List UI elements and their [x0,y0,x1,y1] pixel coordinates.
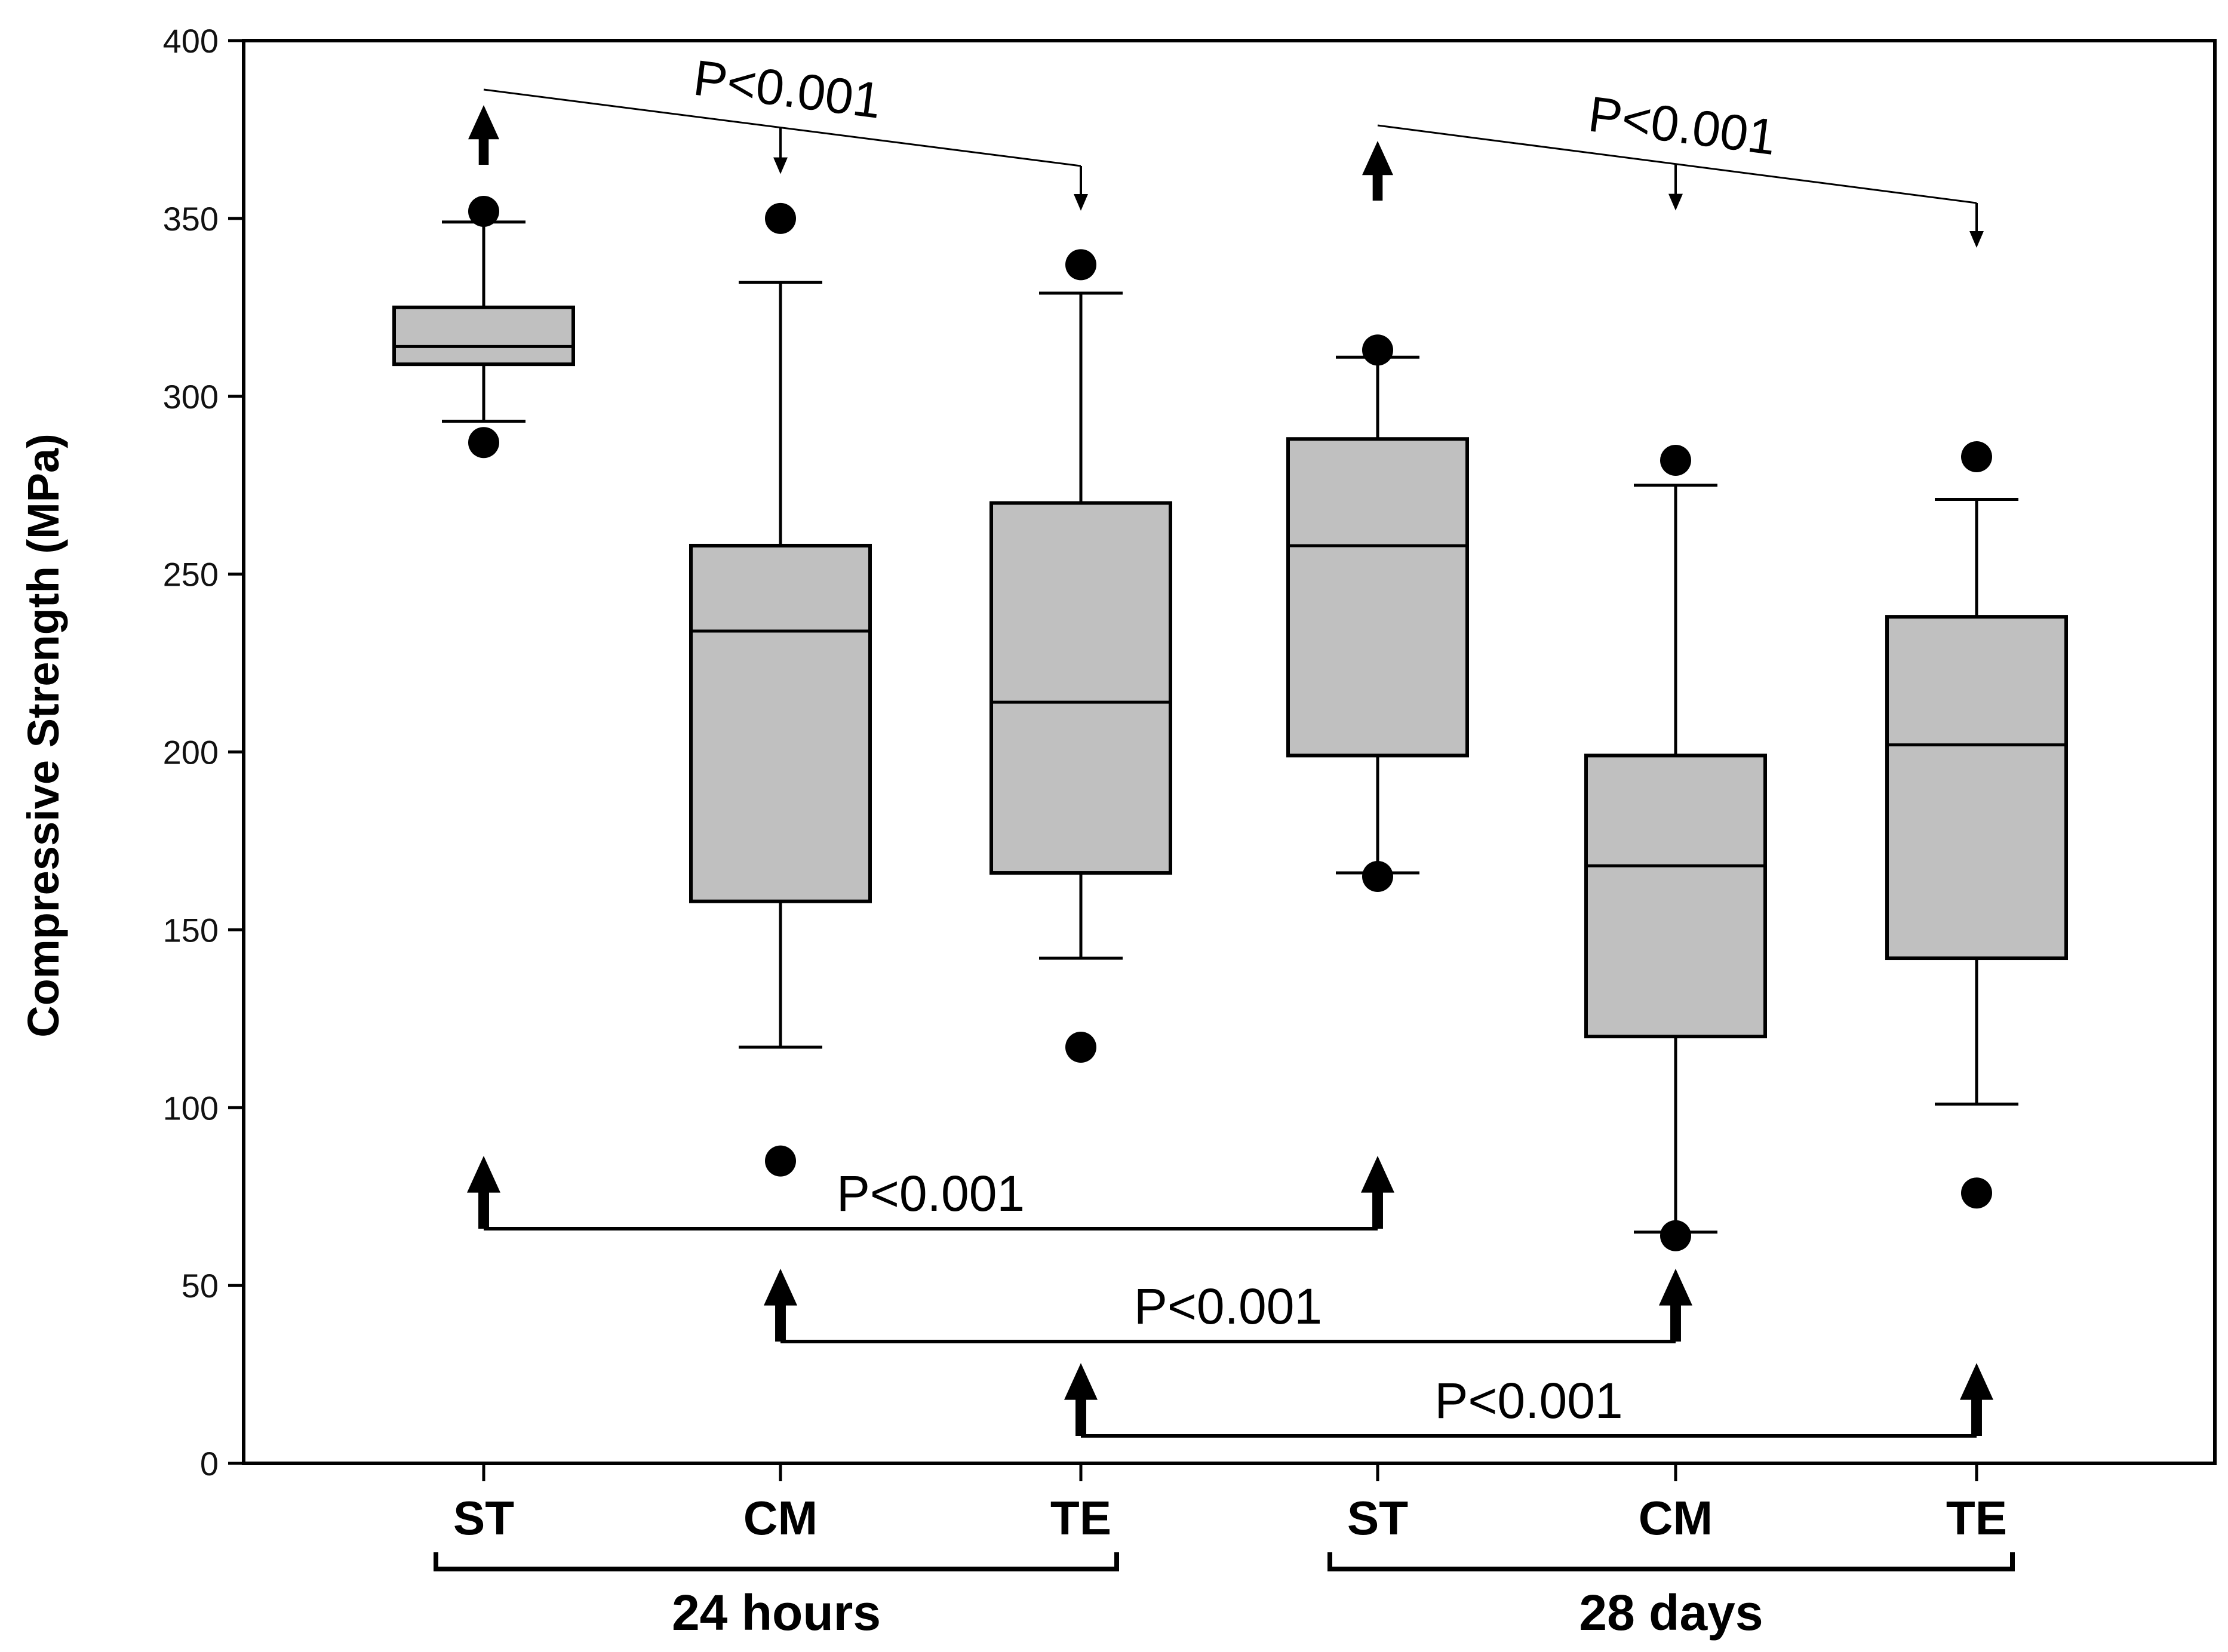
outlier-point [1362,334,1393,366]
right-arrow-head [1960,1363,1993,1400]
p-value-label: P<0.001 [837,1165,1025,1222]
annotation-3: P<0.001 [764,1269,1692,1343]
box-0 [392,195,575,459]
outlier-point [1065,249,1096,281]
start-arrow-head [468,105,499,140]
outlier-point [1660,1220,1691,1251]
y-tick-label: 100 [163,1089,219,1127]
p-value-label: P<0.001 [1434,1373,1622,1429]
annotation-2: P<0.001 [467,1156,1394,1230]
group-brackets: 24 hours 28 days [434,1552,2015,1641]
group-bracket-1: 28 days [1327,1552,2015,1641]
y-tick-label: 0 [200,1445,219,1482]
outlier-point [765,1145,796,1177]
x-category-label: ST [1347,1491,1408,1545]
outlier-point [1362,861,1393,893]
left-arrow-head [764,1269,797,1306]
box-3 [1286,334,1469,893]
y-tick-label: 250 [163,556,219,593]
start-arrow-head [1362,141,1393,176]
y-axis-label: Compressive Strength (MPa) [19,433,68,1038]
annotation-4: P<0.001 [1064,1363,1993,1438]
mid-arrow-head [773,157,788,174]
y-tick-label: 300 [163,378,219,416]
p-value-label: P<0.001 [1134,1278,1322,1334]
end-arrow-head [1969,231,1984,248]
group-label: 24 hours [672,1585,881,1641]
x-category-label: ST [453,1491,514,1545]
box-iqr [1584,753,1767,1039]
y-tick-label: 50 [182,1267,219,1305]
outlier-point [468,195,499,227]
box-iqr [989,501,1172,875]
x-category-label: CM [1639,1491,1713,1545]
p-value-label: P<0.001 [1585,85,1780,165]
annotation-0: P<0.001 [468,50,1088,211]
box-iqr [1286,437,1469,758]
box-1 [689,202,872,1177]
mid-arrow-head [1668,193,1683,211]
right-arrow-head [1659,1269,1692,1306]
outlier-point [765,202,796,234]
group-label: 28 days [1579,1585,1763,1641]
left-arrow-head [1064,1363,1098,1400]
group-bracket-0: 24 hours [434,1552,1119,1641]
x-category-label: CM [743,1491,818,1545]
p-value-label: P<0.001 [690,50,884,129]
bracket-line [434,1552,1119,1571]
x-axis-labels: ST CM TE ST CM TE [453,1491,2007,1545]
right-arrow-head [1361,1156,1394,1193]
bracket-line [1327,1552,2015,1571]
y-tick-label: 200 [163,734,219,771]
x-category-label: TE [1050,1491,1111,1545]
box-iqr [1885,615,2068,961]
outlier-point [1961,441,1992,473]
y-tick-label: 400 [163,22,219,60]
y-tick-label: 350 [163,200,219,238]
comparison-line [1377,124,1977,204]
outlier-point [1065,1031,1096,1063]
left-arrow-head [467,1156,500,1193]
comparison-line [483,88,1081,167]
outlier-point [1660,444,1691,476]
y-axis-ticks: 0 50 100 150 200 250 300 350 400 [163,22,244,1482]
y-tick-label: 150 [163,911,219,949]
box-5 [1885,441,2068,1209]
box-4 [1584,444,1767,1251]
outlier-point [1961,1177,1992,1209]
end-arrow-head [1074,194,1088,211]
x-category-label: TE [1946,1491,2007,1545]
box-iqr [392,305,575,367]
box-iqr [689,543,872,903]
box-2 [989,249,1172,1063]
annotation-1: P<0.001 [1362,85,1984,248]
boxes [392,195,2068,1251]
outlier-point [468,427,499,459]
